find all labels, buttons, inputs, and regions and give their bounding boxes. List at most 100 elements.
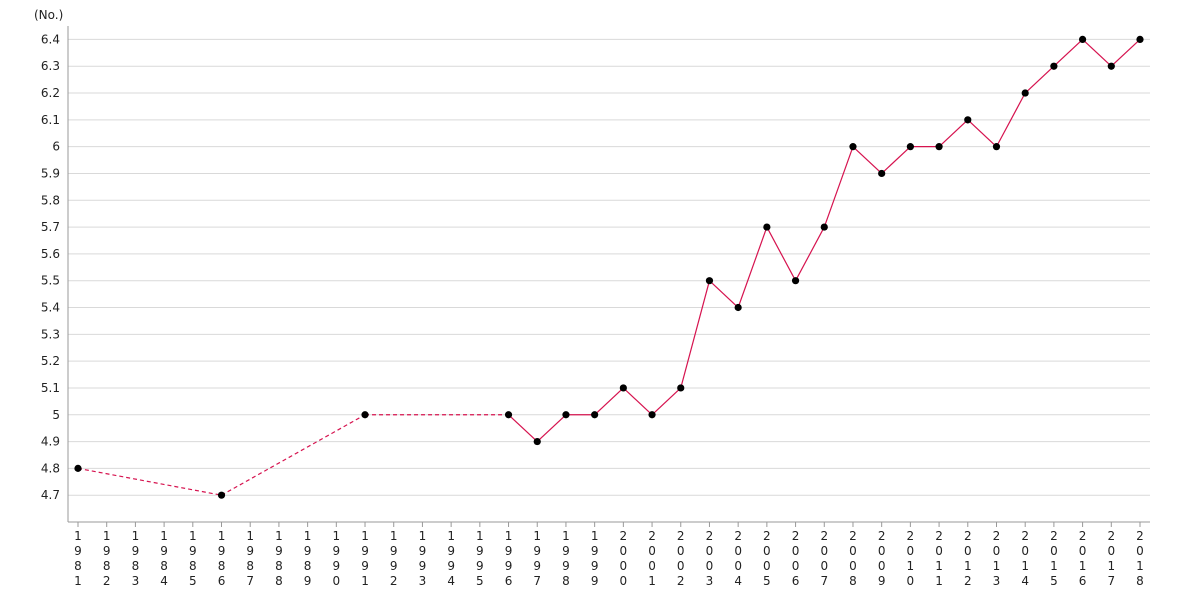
axis-layer [67,26,1150,527]
data-point-2001[interactable] [648,411,656,419]
series-segment-dashed [221,414,366,496]
series-segment [680,280,711,389]
data-point-1997[interactable] [533,437,541,446]
y-tick-label: 6.2 [41,86,60,100]
y-tick-label: 5.8 [41,193,60,207]
data-point-2015[interactable] [1050,62,1058,70]
data-point-2018[interactable] [1136,35,1144,44]
data-point-2006[interactable] [791,277,800,285]
data-point-1998[interactable] [562,411,570,419]
series-segment [766,226,797,281]
data-point-2012[interactable] [964,116,972,124]
series-segment-dashed [77,467,222,496]
y-tick-label: 6.1 [41,113,60,127]
series-segment [622,387,653,416]
series-segment [1053,38,1084,67]
data-point-1981[interactable] [74,464,82,472]
series-segment [1024,65,1055,94]
series-segment [1110,38,1141,67]
data-point-1986[interactable] [217,491,226,499]
y-tick-label: 5.7 [41,220,60,234]
y-tick-label: 5.1 [41,381,60,395]
data-point-2007[interactable] [820,223,828,231]
data-point-2016[interactable] [1078,35,1087,44]
series-segment [967,119,997,148]
series-segment [881,146,911,174]
label-layer: 4.7 4.8 4.9 5 5.1 5.2 5.3 5.4 5.5 5.6 5.7 5.8 5.9 6 6.… [41,32,1144,588]
series-segment [852,146,883,174]
data-point-2002[interactable] [677,384,685,392]
y-unit-label: (No.) [34,8,64,22]
data-point-1991[interactable] [361,411,369,419]
series-segment [651,387,682,416]
data-point-1999[interactable] [591,411,599,419]
series-segment [823,146,854,228]
y-tick-label: 5.5 [41,274,60,288]
data-point-2013[interactable] [992,143,1001,151]
line-layer [77,38,1141,496]
y-tick-label: 5 [52,408,60,422]
point-layer [74,35,1144,499]
data-point-2017[interactable] [1107,62,1115,70]
data-point-2000[interactable] [619,384,627,392]
series-segment [795,226,825,281]
y-tick-label: 6.3 [41,59,60,73]
y-tick-label: 4.8 [41,461,60,475]
y-tick-label: 5.6 [41,247,60,261]
y-tick-label: 5.3 [41,327,60,341]
data-point-2003[interactable] [705,277,714,285]
series-segment [995,92,1026,147]
data-point-2008[interactable] [849,143,857,151]
data-point-2011[interactable] [935,143,943,151]
data-point-2005[interactable] [763,223,771,231]
y-tick-label: 5.2 [41,354,60,368]
y-tick-label: 4.9 [41,435,60,449]
series-segment [938,119,969,148]
data-point-2010[interactable] [906,143,914,151]
data-point-1996[interactable] [504,411,513,419]
grid-layer [68,38,1150,496]
y-tick-label: 5.4 [41,301,60,315]
series-segment [1082,38,1112,67]
data-point-2014[interactable] [1021,89,1029,97]
y-tick-label: 6 [52,140,60,154]
y-tick-label: 6.4 [41,32,60,46]
data-point-2004[interactable] [734,303,742,312]
series-segment [737,226,768,308]
series-segment [594,387,624,416]
data-point-2009[interactable] [878,169,886,178]
